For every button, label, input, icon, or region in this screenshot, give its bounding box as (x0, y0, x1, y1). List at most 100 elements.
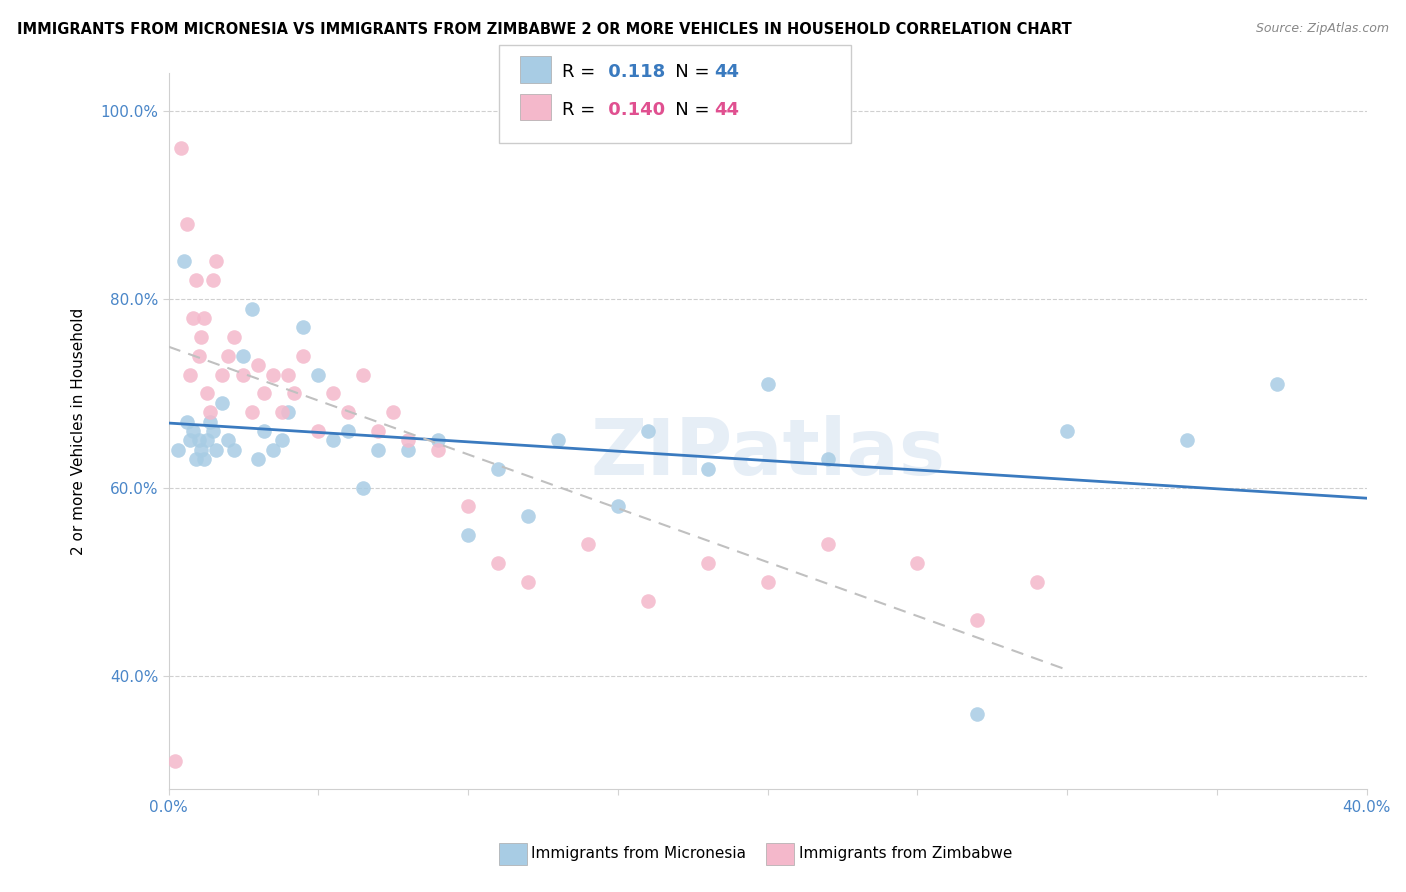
Point (367, 442, 389, 457)
Point (242, 405, 264, 419)
Point (200, 405, 222, 419)
Text: 44: 44 (714, 101, 740, 119)
Point (166, 442, 188, 457)
Text: N =: N = (658, 101, 716, 119)
Point (1265, 376, 1288, 391)
Point (224, 442, 246, 457)
Point (756, 574, 779, 589)
Point (187, 349, 209, 363)
Point (262, 368, 284, 382)
Text: 0.118: 0.118 (602, 63, 665, 81)
Point (1056, 424, 1078, 438)
Text: Immigrants from Micronesia: Immigrants from Micronesia (531, 847, 747, 861)
Point (247, 452, 270, 467)
Point (271, 434, 294, 448)
Point (197, 386, 219, 401)
Point (181, 424, 204, 438)
Point (352, 481, 374, 495)
Point (352, 368, 374, 382)
Point (1175, 434, 1198, 448)
Point (517, 508, 540, 523)
Point (211, 396, 233, 410)
Point (271, 405, 294, 419)
Point (190, 330, 212, 344)
Point (184, 452, 207, 467)
Point (217, 349, 239, 363)
Point (307, 368, 329, 382)
Point (181, 310, 204, 325)
Point (262, 442, 284, 457)
Point (337, 424, 360, 438)
Text: Immigrants from Zimbabwe: Immigrants from Zimbabwe (799, 847, 1012, 861)
Point (232, 349, 254, 363)
Point (211, 368, 233, 382)
Point (179, 434, 201, 448)
Point (396, 442, 419, 457)
Text: N =: N = (658, 63, 716, 81)
Point (486, 556, 509, 570)
Point (193, 452, 215, 467)
Y-axis label: 2 or more Vehicles in Household: 2 or more Vehicles in Household (72, 308, 86, 555)
Text: ZIPatlas: ZIPatlas (591, 415, 945, 491)
Point (307, 424, 329, 438)
Point (187, 434, 209, 448)
Point (205, 254, 228, 268)
Point (966, 613, 988, 627)
Point (277, 368, 299, 382)
Point (576, 537, 599, 551)
Point (283, 386, 305, 401)
Point (817, 452, 839, 467)
Point (486, 462, 509, 476)
Point (253, 386, 276, 401)
Point (176, 415, 198, 429)
Point (184, 273, 207, 287)
Point (637, 424, 659, 438)
Point (173, 254, 195, 268)
Point (606, 500, 628, 514)
Point (322, 434, 344, 448)
Point (292, 349, 315, 363)
Point (193, 310, 215, 325)
Point (396, 434, 419, 448)
Point (202, 273, 225, 287)
Point (817, 537, 839, 551)
Point (322, 386, 344, 401)
Point (176, 217, 198, 231)
Text: R =: R = (562, 101, 602, 119)
Point (517, 574, 540, 589)
Point (907, 556, 929, 570)
Point (202, 424, 225, 438)
Point (756, 376, 779, 391)
Text: R =: R = (562, 63, 602, 81)
Point (163, 754, 186, 768)
Point (197, 434, 219, 448)
Point (205, 442, 228, 457)
Point (292, 320, 315, 334)
Point (242, 301, 264, 316)
Point (547, 434, 569, 448)
Point (457, 500, 479, 514)
Text: 44: 44 (714, 63, 740, 81)
Point (190, 442, 212, 457)
Text: Source: ZipAtlas.com: Source: ZipAtlas.com (1256, 22, 1389, 36)
Point (966, 706, 988, 721)
Point (427, 434, 450, 448)
Point (1026, 574, 1049, 589)
Point (457, 527, 479, 541)
Point (382, 405, 405, 419)
Point (247, 358, 270, 372)
Point (179, 368, 201, 382)
Point (696, 462, 718, 476)
Point (253, 424, 276, 438)
Text: 0.140: 0.140 (602, 101, 665, 119)
Point (169, 141, 191, 155)
Point (367, 424, 389, 438)
Point (337, 405, 360, 419)
Point (637, 593, 659, 607)
Point (232, 368, 254, 382)
Point (277, 405, 299, 419)
Point (224, 330, 246, 344)
Point (217, 434, 239, 448)
Point (696, 556, 718, 570)
Text: IMMIGRANTS FROM MICRONESIA VS IMMIGRANTS FROM ZIMBABWE 2 OR MORE VEHICLES IN HOU: IMMIGRANTS FROM MICRONESIA VS IMMIGRANTS… (17, 22, 1071, 37)
